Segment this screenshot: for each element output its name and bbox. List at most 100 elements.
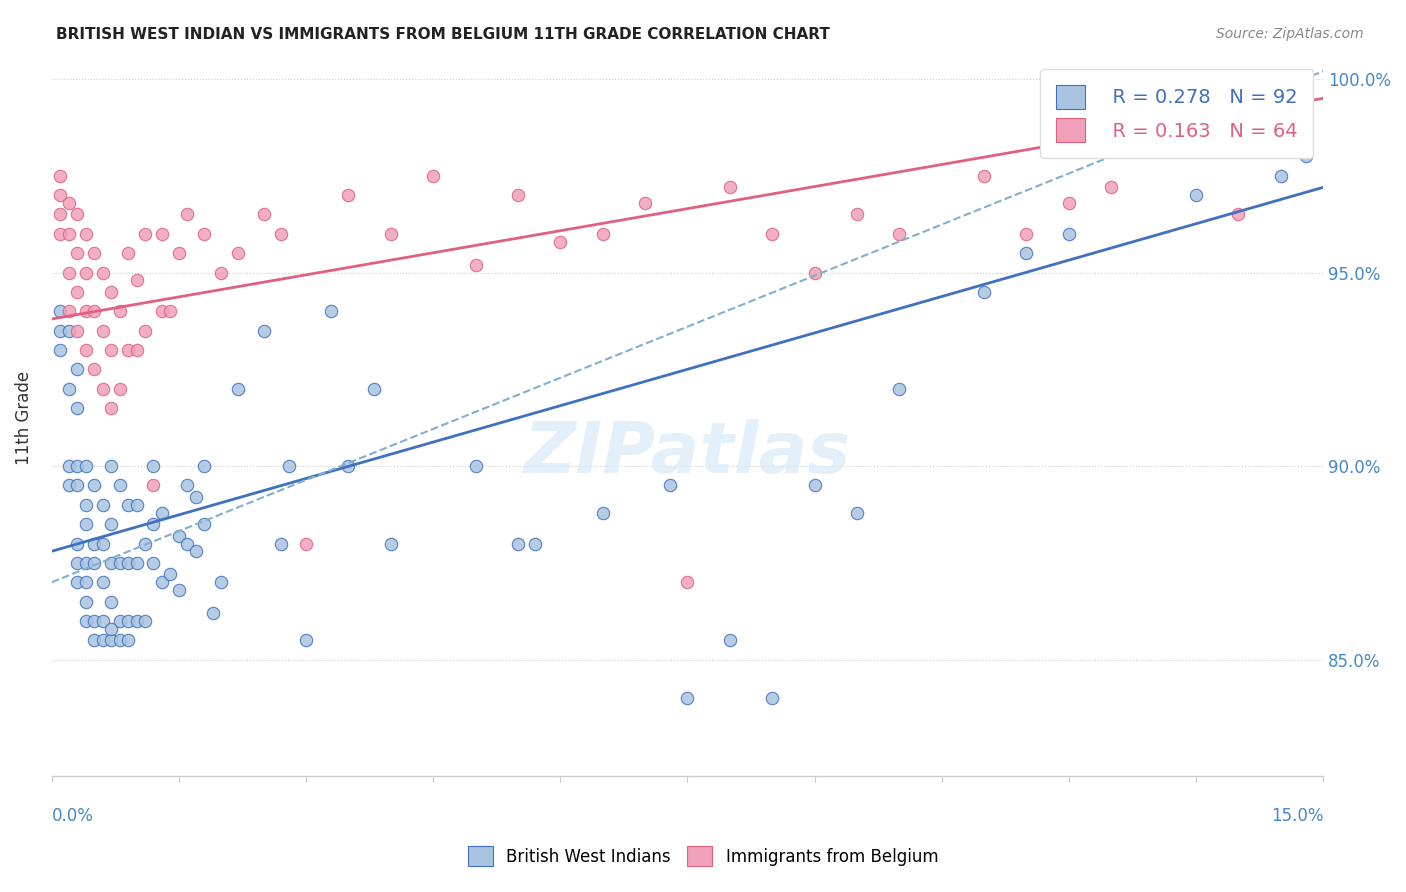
Point	[91, 614, 114, 628]
Point	[108, 478, 131, 492]
Point	[75, 594, 97, 608]
Point	[676, 575, 699, 590]
Point	[159, 304, 181, 318]
Point	[1099, 180, 1122, 194]
Point	[117, 246, 139, 260]
Point	[75, 575, 97, 590]
Point	[184, 490, 207, 504]
Point	[1057, 195, 1080, 210]
Point	[83, 304, 105, 318]
Point	[142, 478, 165, 492]
Point	[363, 382, 385, 396]
Point	[100, 517, 122, 532]
Point	[973, 169, 995, 183]
Point	[117, 633, 139, 648]
Point	[75, 266, 97, 280]
Point	[49, 343, 72, 357]
Point	[134, 227, 156, 241]
Point	[91, 324, 114, 338]
Point	[83, 246, 105, 260]
Point	[125, 614, 148, 628]
Point	[58, 382, 80, 396]
Point	[100, 633, 122, 648]
Legend: British West Indians, Immigrants from Belgium: British West Indians, Immigrants from Be…	[460, 838, 946, 875]
Point	[209, 575, 232, 590]
Point	[49, 188, 72, 202]
Point	[66, 478, 89, 492]
Text: Source: ZipAtlas.com: Source: ZipAtlas.com	[1216, 27, 1364, 41]
Point	[295, 633, 318, 648]
Point	[66, 362, 89, 376]
Point	[108, 304, 131, 318]
Point	[253, 207, 276, 221]
Point	[718, 633, 741, 648]
Point	[108, 614, 131, 628]
Point	[973, 285, 995, 299]
Point	[75, 498, 97, 512]
Point	[58, 266, 80, 280]
Point	[1185, 188, 1208, 202]
Point	[167, 246, 190, 260]
Point	[1227, 207, 1250, 221]
Point	[83, 633, 105, 648]
Point	[380, 536, 402, 550]
Point	[176, 478, 198, 492]
Point	[226, 246, 249, 260]
Point	[75, 304, 97, 318]
Point	[150, 227, 173, 241]
Point	[803, 266, 825, 280]
Point	[58, 324, 80, 338]
Point	[1295, 149, 1317, 163]
Point	[49, 304, 72, 318]
Point	[66, 536, 89, 550]
Point	[75, 556, 97, 570]
Point	[464, 258, 486, 272]
Point	[91, 575, 114, 590]
Point	[83, 478, 105, 492]
Point	[66, 556, 89, 570]
Point	[125, 556, 148, 570]
Point	[91, 382, 114, 396]
Point	[58, 304, 80, 318]
Point	[83, 556, 105, 570]
Point	[125, 498, 148, 512]
Point	[75, 614, 97, 628]
Point	[91, 536, 114, 550]
Legend:   R = 0.278   N = 92,   R = 0.163   N = 64: R = 0.278 N = 92, R = 0.163 N = 64	[1040, 70, 1313, 158]
Point	[100, 285, 122, 299]
Point	[1270, 169, 1292, 183]
Point	[718, 180, 741, 194]
Point	[676, 691, 699, 706]
Point	[150, 304, 173, 318]
Point	[58, 459, 80, 474]
Point	[176, 207, 198, 221]
Point	[49, 207, 72, 221]
Point	[49, 169, 72, 183]
Point	[66, 324, 89, 338]
Text: BRITISH WEST INDIAN VS IMMIGRANTS FROM BELGIUM 11TH GRADE CORRELATION CHART: BRITISH WEST INDIAN VS IMMIGRANTS FROM B…	[56, 27, 830, 42]
Point	[464, 459, 486, 474]
Point	[142, 556, 165, 570]
Point	[150, 506, 173, 520]
Text: 0.0%: 0.0%	[52, 806, 94, 825]
Point	[100, 459, 122, 474]
Point	[49, 324, 72, 338]
Point	[226, 382, 249, 396]
Point	[1015, 246, 1038, 260]
Point	[803, 478, 825, 492]
Point	[270, 227, 292, 241]
Point	[117, 498, 139, 512]
Point	[83, 536, 105, 550]
Point	[592, 227, 614, 241]
Point	[523, 536, 546, 550]
Point	[134, 324, 156, 338]
Point	[66, 401, 89, 415]
Point	[550, 235, 572, 249]
Point	[193, 517, 215, 532]
Point	[108, 633, 131, 648]
Point	[134, 614, 156, 628]
Text: ZIPatlas: ZIPatlas	[524, 419, 851, 488]
Point	[380, 227, 402, 241]
Point	[337, 459, 360, 474]
Point	[58, 227, 80, 241]
